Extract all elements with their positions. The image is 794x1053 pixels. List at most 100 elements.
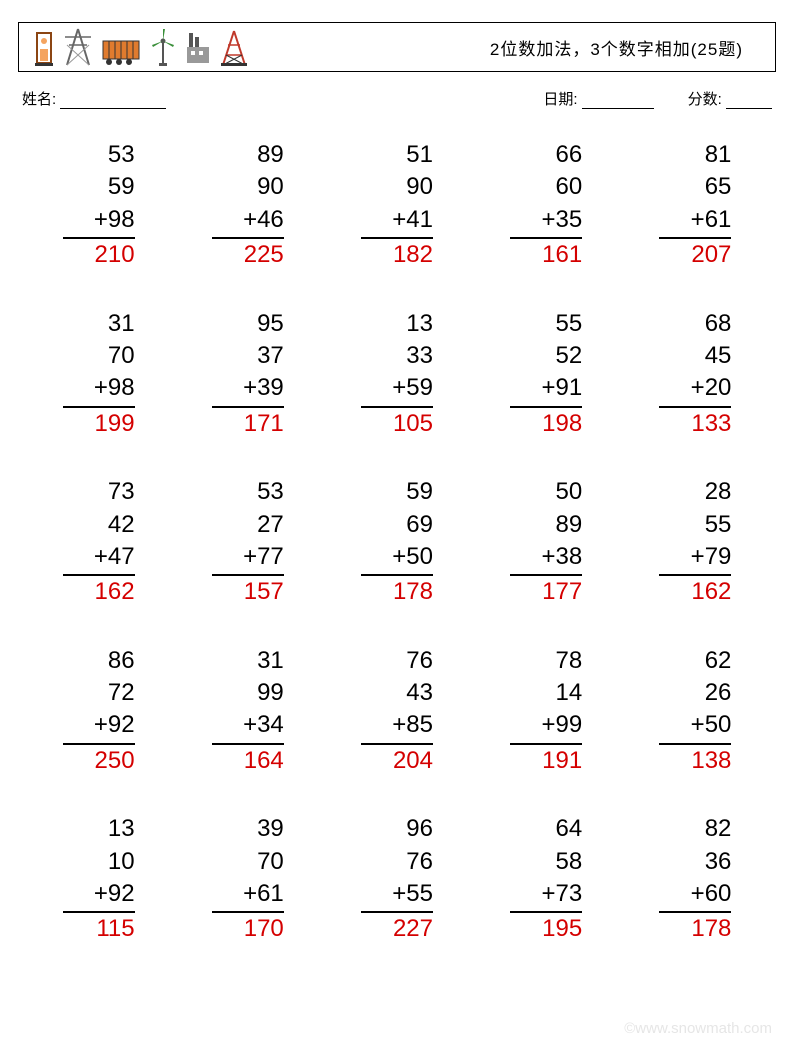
addition-problem: 5190+41182	[361, 139, 433, 272]
score-underline	[726, 94, 772, 109]
addend-1: 89	[212, 139, 284, 171]
addend-2: 27	[212, 509, 284, 541]
addend-3: +20	[659, 372, 731, 407]
addition-problem: 5969+50178	[361, 476, 433, 609]
addition-problem: 8990+46225	[212, 139, 284, 272]
addend-3: +35	[510, 204, 582, 239]
answer: 199	[63, 408, 135, 440]
answer: 204	[361, 745, 433, 777]
addend-1: 31	[212, 645, 284, 677]
addition-problem: 7643+85204	[361, 645, 433, 778]
answer: 115	[63, 913, 135, 945]
addend-2: 65	[659, 171, 731, 203]
addend-3: +38	[510, 541, 582, 576]
worksheet-page: 2位数加法，3个数字相加(25题) 姓名: 日期: 分数: 53 59 +98 210…	[0, 0, 794, 1053]
addition-problem: 7814+99191	[510, 645, 582, 778]
name-label: 姓名:	[22, 88, 166, 109]
addend-3: +77	[212, 541, 284, 576]
addend-1: 31	[63, 308, 135, 340]
addend-1: 62	[659, 645, 731, 677]
score-label: 分数:	[688, 88, 772, 109]
answer: 178	[659, 913, 731, 945]
addend-2: 45	[659, 340, 731, 372]
name-label-text: 姓名:	[22, 91, 56, 108]
addition-problem: 8236+60178	[659, 813, 731, 946]
addend-2: 90	[361, 171, 433, 203]
answer: 191	[510, 745, 582, 777]
answer: 195	[510, 913, 582, 945]
answer: 225	[212, 239, 284, 271]
score-label-text: 分数:	[688, 91, 722, 108]
addend-2: 69	[361, 509, 433, 541]
addend-1: 82	[659, 813, 731, 845]
addition-problem: 1333+59105	[361, 308, 433, 441]
header-icons	[31, 27, 249, 67]
addend-1: 66	[510, 139, 582, 171]
answer: 177	[510, 576, 582, 608]
answer: 157	[212, 576, 284, 608]
answer: 105	[361, 408, 433, 440]
addend-3: +47	[63, 541, 135, 576]
addend-1: 64	[510, 813, 582, 845]
addend-3: +59	[361, 372, 433, 407]
answer: 198	[510, 408, 582, 440]
addend-2: 59	[63, 171, 135, 203]
addend-3: +85	[361, 709, 433, 744]
addition-problem: 9537+39171	[212, 308, 284, 441]
header-box: 2位数加法，3个数字相加(25题)	[18, 22, 776, 72]
worksheet-title: 2位数加法，3个数字相加(25题)	[490, 35, 763, 60]
addend-2: 90	[212, 171, 284, 203]
addition-problem: 8672+92250	[63, 645, 135, 778]
info-row: 姓名: 日期: 分数:	[18, 88, 776, 109]
addend-3: +46	[212, 204, 284, 239]
addend-2: 26	[659, 677, 731, 709]
answer: 210	[63, 239, 135, 271]
addend-3: +55	[361, 878, 433, 913]
answer: 207	[659, 239, 731, 271]
info-spacer	[166, 88, 543, 109]
answer: 161	[510, 239, 582, 271]
addition-problem: 7342+47162	[63, 476, 135, 609]
addend-2: 52	[510, 340, 582, 372]
addend-2: 89	[510, 509, 582, 541]
addition-problem: 8165+61207	[659, 139, 731, 272]
addend-2: 14	[510, 677, 582, 709]
date-label: 日期:	[543, 88, 653, 109]
addend-1: 96	[361, 813, 433, 845]
addition-problem: 2855+79162	[659, 476, 731, 609]
addition-problem: 9676+55227	[361, 813, 433, 946]
answer: 227	[361, 913, 433, 945]
addend-1: 13	[63, 813, 135, 845]
addend-2: 70	[63, 340, 135, 372]
addition-problem: 6458+73195	[510, 813, 582, 946]
addend-2: 76	[361, 846, 433, 878]
addend-1: 73	[63, 476, 135, 508]
addend-2: 43	[361, 677, 433, 709]
watermark: ©www.snowmath.com	[624, 1020, 772, 1037]
answer: 250	[63, 745, 135, 777]
answer: 162	[63, 576, 135, 608]
addend-3: +73	[510, 878, 582, 913]
addend-1: 53	[212, 476, 284, 508]
addend-2: 10	[63, 846, 135, 878]
addend-2: 72	[63, 677, 135, 709]
date-label-text: 日期:	[543, 91, 577, 108]
addend-1: 86	[63, 645, 135, 677]
wind-turbine-icon	[149, 27, 177, 67]
addend-1: 28	[659, 476, 731, 508]
addition-problem: 6226+50138	[659, 645, 731, 778]
answer: 138	[659, 745, 731, 777]
addend-1: 81	[659, 139, 731, 171]
addend-2: 33	[361, 340, 433, 372]
addend-3: +60	[659, 878, 731, 913]
name-underline	[60, 94, 166, 109]
transmission-tower-icon	[63, 27, 93, 67]
addend-3: +98	[63, 372, 135, 407]
addend-2: 60	[510, 171, 582, 203]
addition-problem: 3970+61170	[212, 813, 284, 946]
addend-1: 76	[361, 645, 433, 677]
addend-3: +99	[510, 709, 582, 744]
addend-1: 59	[361, 476, 433, 508]
addition-problem: 1310+92115	[63, 813, 135, 946]
addition-problem: 5327+77157	[212, 476, 284, 609]
